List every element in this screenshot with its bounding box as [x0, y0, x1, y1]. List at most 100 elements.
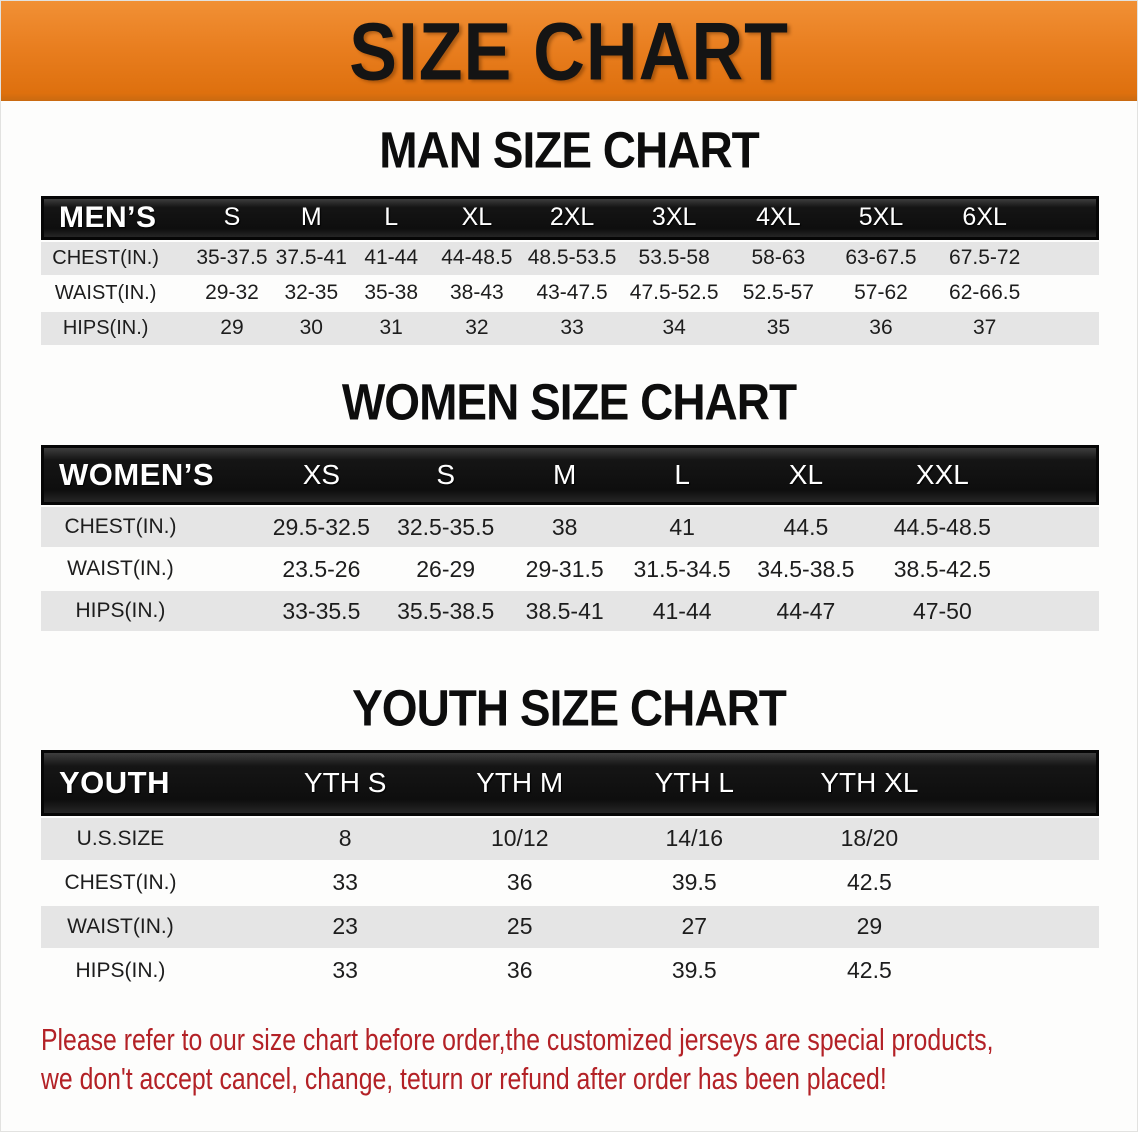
- men-col-4xl: 4XL: [726, 195, 831, 240]
- size-cell: 14/16: [607, 817, 782, 860]
- men-col-3xl: 3XL: [621, 195, 727, 240]
- banner-title: SIZE CHART: [349, 4, 789, 98]
- women-section-heading: WOMEN SIZE CHART: [341, 372, 797, 431]
- size-cell: 42.5: [846, 869, 892, 896]
- youth-section: YOUTH SIZE CHART YOUTH YTH S YTH M YTH L…: [1, 679, 1137, 994]
- size-cell: 63-67.5: [830, 241, 932, 275]
- men-size-table: MEN’S S M L XL 2XL 3XL 4XL 5XL 6XL CHEST…: [41, 194, 1099, 347]
- size-cell: 35: [726, 311, 831, 345]
- youth-waist-row: WAIST(IN.) 23 25 27 29: [41, 905, 1099, 948]
- size-cell: 34: [621, 311, 727, 345]
- size-cell: 38: [506, 507, 623, 548]
- youth-col-m: YTH M: [432, 749, 607, 816]
- size-cell: 33: [522, 311, 622, 345]
- men-col-l: L: [350, 195, 432, 240]
- size-cell: 32: [431, 311, 523, 345]
- spacer-cell: [957, 950, 1099, 992]
- size-cell: 30: [271, 311, 351, 345]
- size-cell: 57-62: [854, 281, 908, 305]
- spacer-cell: [1014, 507, 1099, 548]
- men-header-row: MEN’S S M L XL 2XL 3XL 4XL 5XL 6XL: [41, 195, 1099, 240]
- size-cell: 43-47.5: [536, 281, 608, 305]
- women-size-table: WOMEN’S XS S M L XL XXL CHEST(IN.) 29.5-…: [41, 443, 1099, 633]
- women-header-row: WOMEN’S XS S M L XL XXL: [41, 445, 1099, 506]
- size-cell: 25: [432, 905, 607, 948]
- men-col-m: M: [271, 195, 351, 240]
- size-cell: 39.5: [671, 957, 717, 984]
- youth-hips-row: HIPS(IN.) 33 36 39.5 42.5: [41, 950, 1099, 992]
- men-col-xl: XL: [431, 195, 523, 240]
- size-cell: 10/12: [432, 817, 607, 860]
- size-cell: 52.5-57: [742, 281, 814, 305]
- spacer-cell: [957, 749, 1099, 816]
- youth-table-label: YOUTH: [41, 749, 258, 816]
- size-cell: 58-63: [726, 241, 831, 275]
- size-cell: 38.5-42.5: [893, 555, 991, 582]
- youth-chest-row: CHEST(IN.) 33 36 39.5 42.5: [41, 862, 1099, 904]
- size-cell: 44.5-48.5: [870, 507, 1015, 548]
- men-table-label: MEN’S: [41, 195, 193, 240]
- size-cell: 41-44: [350, 241, 432, 275]
- row-label: CHEST(IN.): [64, 870, 177, 894]
- row-label: U.S.SIZE: [41, 817, 258, 860]
- spacer-cell: [1038, 277, 1099, 310]
- size-cell: 29: [781, 905, 958, 948]
- size-cell: 29-32: [205, 281, 259, 305]
- men-waist-row: WAIST(IN.) 29-32 32-35 35-38 38-43 43-47…: [41, 277, 1099, 310]
- size-cell: 32-35: [284, 281, 339, 305]
- youth-ussize-row: U.S.SIZE 8 10/12 14/16 18/20: [41, 817, 1099, 860]
- women-col-xxl: XXL: [870, 445, 1015, 506]
- youth-col-s: YTH S: [257, 749, 433, 816]
- men-col-2xl: 2XL: [522, 195, 622, 240]
- spacer-cell: [1037, 311, 1099, 345]
- size-cell: 35-38: [364, 281, 419, 305]
- size-cell: 31.5-34.5: [633, 555, 731, 582]
- size-cell: 23: [257, 905, 433, 948]
- size-cell: 26-29: [416, 555, 476, 582]
- row-label: CHEST(IN.): [41, 507, 258, 548]
- disclaimer: Please refer to our size chart before or…: [1, 1020, 1137, 1098]
- spacer-cell: [957, 862, 1099, 904]
- row-label: CHEST(IN.): [41, 241, 193, 275]
- size-cell: 8: [257, 817, 433, 860]
- row-label: HIPS(IN.): [75, 958, 166, 982]
- size-cell: 36: [830, 311, 932, 345]
- size-cell: 34.5-38.5: [757, 555, 855, 582]
- size-cell: 44-48.5: [431, 241, 523, 275]
- spacer-cell: [1014, 591, 1099, 632]
- spacer-cell: [1014, 549, 1099, 589]
- size-cell: 32.5-35.5: [384, 507, 507, 548]
- youth-size-table: YOUTH YTH S YTH M YTH L YTH XL U.S.SIZE …: [41, 748, 1099, 994]
- youth-section-heading: YOUTH SIZE CHART: [352, 679, 787, 737]
- women-hips-row: HIPS(IN.) 33-35.5 35.5-38.5 38.5-41 41-4…: [41, 591, 1099, 632]
- size-cell: 29: [192, 311, 272, 345]
- size-cell: 33-35.5: [257, 591, 385, 632]
- women-waist-row: WAIST(IN.) 23.5-26 26-29 29-31.5 31.5-34…: [41, 549, 1099, 589]
- spacer-cell: [1037, 195, 1099, 240]
- size-cell: 23.5-26: [282, 555, 361, 582]
- women-col-l: L: [622, 445, 742, 506]
- size-cell: 18/20: [781, 817, 958, 860]
- spacer-cell: [1014, 445, 1099, 506]
- size-cell: 67.5-72: [931, 241, 1038, 275]
- youth-col-l: YTH L: [607, 749, 782, 816]
- spacer-cell: [1037, 241, 1099, 275]
- women-col-m: M: [506, 445, 623, 506]
- size-cell: 44-47: [741, 591, 871, 632]
- spacer-cell: [957, 905, 1099, 948]
- size-cell: 48.5-53.5: [522, 241, 622, 275]
- disclaimer-line-2: we don't accept cancel, change, teturn o…: [41, 1060, 887, 1096]
- size-cell: 35-37.5: [192, 241, 272, 275]
- women-col-xs: XS: [257, 445, 385, 506]
- men-chest-row: CHEST(IN.) 35-37.5 37.5-41 41-44 44-48.5…: [41, 241, 1099, 275]
- size-cell: 33: [332, 869, 358, 896]
- men-section-heading: MAN SIZE CHART: [379, 121, 760, 179]
- row-label: WAIST(IN.): [54, 281, 157, 304]
- size-cell: 62-66.5: [949, 281, 1021, 305]
- youth-header-row: YOUTH YTH S YTH M YTH L YTH XL: [41, 749, 1099, 816]
- spacer-cell: [957, 817, 1099, 860]
- size-cell: 38.5-41: [506, 591, 623, 632]
- men-section: MAN SIZE CHART MEN’S S M L XL 2XL 3XL 4X…: [1, 121, 1137, 347]
- row-label: WAIST(IN.): [41, 905, 258, 948]
